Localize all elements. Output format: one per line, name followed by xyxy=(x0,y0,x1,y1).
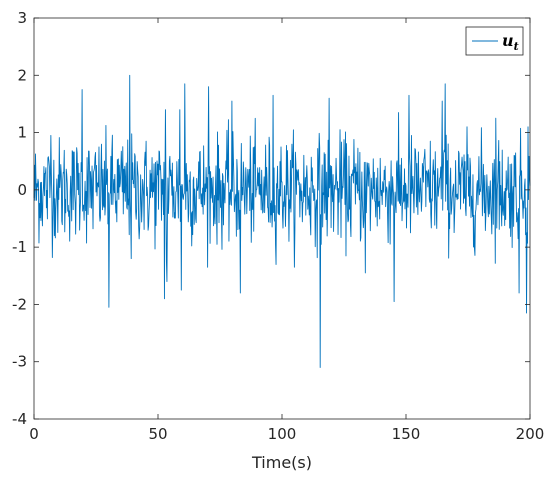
x-axis-label: Time(s) xyxy=(251,453,312,472)
y-tick-label-0: 0 xyxy=(17,181,27,199)
y-tick-label--1: -1 xyxy=(12,238,27,256)
x-tick-label-150: 150 xyxy=(392,425,421,443)
x-tick-label-50: 50 xyxy=(148,425,167,443)
y-tick-label--2: -2 xyxy=(12,295,27,313)
x-tick-label-0: 0 xyxy=(29,425,39,443)
y-tick-label-3: 3 xyxy=(17,9,27,27)
series-line-0 xyxy=(33,74,531,368)
axes: 0 50 100 150 200 -4 -3 -2 -1 0 1 2 3 xyxy=(12,9,544,443)
x-tick-label-200: 200 xyxy=(516,425,545,443)
y-tick-label--4: -4 xyxy=(12,410,27,428)
y-tick-label-1: 1 xyxy=(17,124,27,142)
y-tick-label--3: -3 xyxy=(12,353,27,371)
x-tick-label-100: 100 xyxy=(268,425,297,443)
legend: ut xyxy=(465,26,524,56)
series-layer xyxy=(33,74,531,368)
legend-label: ut xyxy=(502,31,519,53)
y-tick-label-2: 2 xyxy=(17,66,27,84)
